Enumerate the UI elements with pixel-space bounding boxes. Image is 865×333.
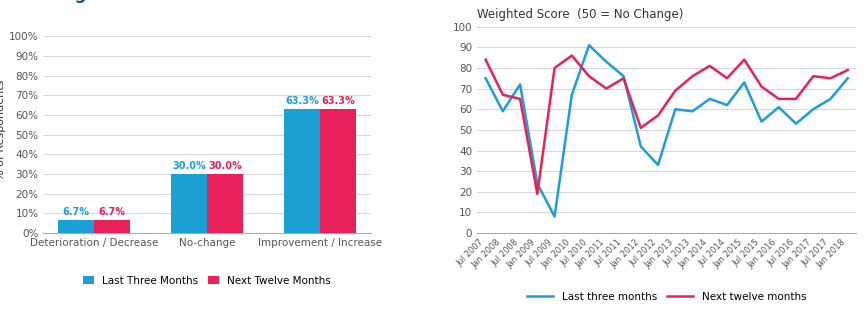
Text: 6.7%: 6.7% — [62, 207, 90, 217]
Next twelve months — [515, 97, 525, 101]
Legend: Last Three Months, Next Twelve Months: Last Three Months, Next Twelve Months — [79, 271, 335, 290]
Text: 63.3%: 63.3% — [285, 96, 318, 106]
Last three months — [515, 83, 525, 87]
Next twelve months — [653, 114, 663, 118]
Last three months — [480, 76, 490, 80]
Last three months — [670, 107, 681, 111]
Text: 6.7%: 6.7% — [99, 207, 125, 217]
Next twelve months — [636, 126, 646, 130]
Last three months — [791, 122, 801, 126]
Bar — [320, 109, 356, 233]
Next twelve months — [688, 74, 698, 78]
Next twelve months — [808, 74, 818, 78]
Last three months — [705, 97, 715, 101]
Last three months — [497, 109, 508, 113]
Last three months — [549, 214, 560, 218]
Line: Last three months: Last three months — [485, 45, 848, 216]
Last three months — [756, 120, 766, 124]
Bar — [284, 109, 320, 233]
Bar — [171, 174, 207, 233]
Last three months — [808, 107, 818, 111]
Next twelve months — [843, 68, 853, 72]
Last three months — [721, 103, 732, 107]
Last three months — [773, 105, 784, 109]
Next twelve months — [567, 54, 577, 58]
Next twelve months — [825, 76, 836, 80]
Next twelve months — [532, 192, 542, 196]
Last three months — [825, 97, 836, 101]
Last three months — [843, 76, 853, 80]
Next twelve months — [497, 93, 508, 97]
Text: Cargo: Cargo — [43, 0, 99, 3]
Last three months — [653, 163, 663, 167]
Text: 30.0%: 30.0% — [172, 161, 206, 171]
Last three months — [532, 181, 542, 185]
Last three months — [688, 109, 698, 113]
Next twelve months — [601, 87, 612, 91]
Next twelve months — [791, 97, 801, 101]
Next twelve months — [705, 64, 715, 68]
Next twelve months — [670, 89, 681, 93]
Next twelve months — [756, 85, 766, 89]
Last three months — [584, 43, 594, 47]
Next twelve months — [773, 97, 784, 101]
Next twelve months — [549, 66, 560, 70]
Bar — [94, 220, 131, 233]
Bar — [207, 174, 243, 233]
Line: Next twelve months: Next twelve months — [485, 56, 848, 194]
Last three months — [567, 93, 577, 97]
Text: 30.0%: 30.0% — [208, 161, 242, 171]
Text: Weighted Score  (50 = No Change): Weighted Score (50 = No Change) — [477, 8, 683, 21]
Bar — [58, 220, 94, 233]
Legend: Last three months, Next twelve months: Last three months, Next twelve months — [523, 288, 811, 306]
Y-axis label: % of Respondents: % of Respondents — [0, 80, 6, 180]
Next twelve months — [739, 58, 749, 62]
Last three months — [739, 80, 749, 84]
Next twelve months — [480, 58, 490, 62]
Last three months — [636, 145, 646, 149]
Last three months — [618, 74, 629, 78]
Last three months — [601, 60, 612, 64]
Next twelve months — [618, 76, 629, 80]
Next twelve months — [584, 74, 594, 78]
Next twelve months — [721, 76, 732, 80]
Text: 63.3%: 63.3% — [321, 96, 355, 106]
